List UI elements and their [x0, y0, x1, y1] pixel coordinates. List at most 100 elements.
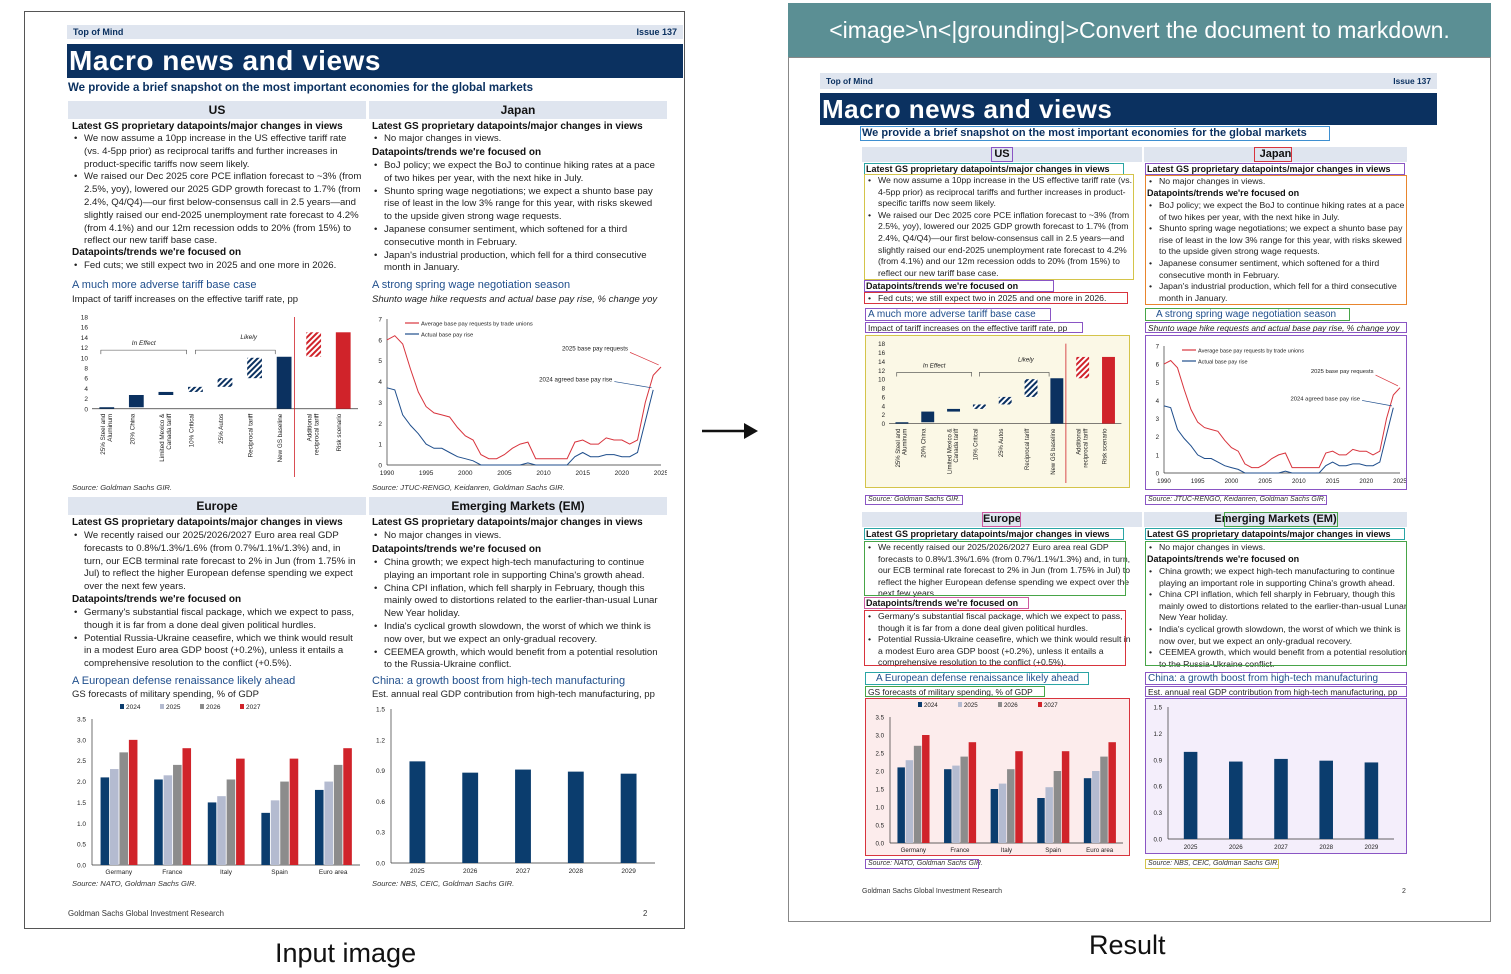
arrow-icon: [702, 423, 758, 439]
bar: [324, 781, 333, 865]
y-tick-label: 2: [882, 412, 886, 419]
bbox: [1145, 672, 1407, 685]
section-header-europe: Europe: [68, 497, 366, 515]
x-tick-label: 10% Critical: [188, 414, 195, 448]
y-tick-label: 16: [81, 325, 89, 332]
x-tick-label: Limited Mexico &: [948, 429, 954, 474]
europe-heading-1: Latest GS proprietary datapoints/major c…: [866, 529, 1110, 539]
issue-label: Issue 137: [636, 27, 677, 37]
chart4-source: Source: NBS, CEIC, Goldman Sachs GIR.: [1148, 860, 1280, 867]
list-item: Japanese consumer sentiment, which softe…: [372, 224, 662, 250]
chart1-subtitle: Impact of tariff increases on the effect…: [868, 323, 1068, 333]
result-page: Top of Mind Issue 137 Macro news and vie…: [788, 57, 1491, 922]
chart4-source: Source: NBS, CEIC, Goldman Sachs GIR.: [372, 879, 515, 888]
y-tick-label: 18: [81, 315, 89, 322]
bar: [314, 789, 324, 865]
list-item: Fed cuts; we still expect two in 2025 an…: [72, 260, 362, 273]
bar: [270, 800, 280, 865]
y-tick-label: 14: [878, 359, 885, 366]
annotation-leader: [1375, 374, 1399, 387]
bbox: [865, 859, 979, 869]
bar: [1319, 760, 1333, 839]
x-tick-label: 2026: [463, 868, 478, 875]
footer-text: Goldman Sachs Global Investment Research: [862, 888, 1003, 895]
chart4-plot: 0.0 0.3 0.6 0.9 1.2 1.5 2025 2026 2027 2028 2029: [1153, 705, 1394, 851]
y-tick-label: 0.6: [1153, 784, 1162, 791]
japan-list-1: No major changes in views.: [372, 133, 662, 146]
section-header-japan: Japan: [369, 101, 667, 119]
em-heading-2: Datapoints/trends we're focused on: [372, 544, 542, 555]
list-item: CEEMEA growth, which would benefit from …: [372, 647, 662, 673]
us-heading-2: Datapoints/trends we're focused on: [72, 247, 242, 258]
x-tick-label: Aluminum: [903, 429, 909, 456]
top-left-label: Top of Mind: [73, 27, 124, 37]
y-tick-label: 3: [1156, 416, 1160, 423]
chart2-subtitle: Shunto wage hike requests and actual bas…: [372, 294, 658, 305]
section-header-europe: Europe: [862, 512, 1142, 527]
bar: [905, 760, 914, 843]
europe-heading-1: Latest GS proprietary datapoints/major c…: [72, 517, 343, 528]
annotation-leader: [1361, 400, 1392, 407]
y-tick-label: 0.3: [1153, 810, 1162, 817]
x-tick-label: 2000: [1225, 478, 1239, 485]
bar: [1015, 751, 1023, 843]
x-tick-label: Aluminum: [107, 414, 114, 442]
x-tick-label: 1990: [1157, 478, 1171, 485]
legend-label: 2025: [964, 702, 978, 709]
list-item: No major changes in views.: [372, 530, 662, 543]
page-number: 2: [643, 909, 648, 918]
bar: [922, 735, 930, 843]
x-tick-label: 2025: [1393, 478, 1406, 485]
y-tick-label: 0: [1156, 471, 1160, 478]
bar: [333, 764, 343, 865]
x-tick-label: reciprocal tariff: [1083, 428, 1089, 467]
bar: [515, 769, 531, 863]
list-item: Germany's substantial fiscal package, wh…: [72, 607, 362, 633]
y-tick-label: 4: [882, 403, 886, 410]
list-item: Shunto spring wage negotiations; we expe…: [1147, 223, 1409, 258]
list-item: We now assume a 10pp increase in the US …: [866, 175, 1134, 210]
chart1-plot: 0 2 4 6 8 10 12 14 16 18 25% Steel and Aluminum 20% …: [81, 315, 358, 477]
y-tick-label: 4: [378, 379, 382, 386]
bar: [306, 332, 322, 357]
europe-list-1: We recently raised our 2025/2026/2027 Eu…: [866, 542, 1134, 600]
list-item: China growth; we expect high-tech manufa…: [1147, 566, 1409, 589]
bar: [236, 758, 245, 865]
legend-label: 2026: [1004, 702, 1018, 709]
y-tick-label: 3: [378, 400, 382, 407]
bar: [947, 408, 961, 412]
chart2-subtitle: Shunto wage hike requests and actual bas…: [1148, 323, 1400, 333]
bbox: [991, 147, 1013, 162]
bbox: [864, 610, 1126, 666]
caption-input: Input image: [275, 938, 417, 968]
x-tick-label: 2010: [1292, 478, 1306, 485]
y-tick-label: 0: [378, 463, 382, 470]
x-tick-label: 1995: [1191, 478, 1205, 485]
annotation-label: In Effect: [132, 340, 157, 347]
y-tick-label: 12: [878, 368, 885, 375]
bar: [913, 745, 922, 843]
x-tick-label: reciprocal tariff: [314, 414, 321, 455]
x-tick-label: Spain: [1045, 847, 1061, 854]
series-line: [1163, 405, 1394, 474]
list-item: No major changes in views.: [1147, 176, 1409, 188]
bar: [163, 775, 173, 865]
y-tick-label: 3.5: [77, 717, 86, 724]
x-tick-label: 1990: [380, 470, 395, 477]
list-item: India's cyclical growth slowdown, the wo…: [1147, 624, 1409, 647]
x-tick-label: 2015: [1326, 478, 1340, 485]
y-tick-label: 0.9: [376, 768, 385, 775]
annotation-label: 2024 agreed base pay rise: [539, 377, 613, 384]
x-tick-label: 25% Steel and: [896, 429, 902, 468]
y-tick-label: 0.0: [1153, 837, 1162, 844]
y-tick-label: 7: [378, 317, 382, 324]
legend-label: Average base pay requests by trade union…: [421, 322, 533, 328]
y-tick-label: 7: [1156, 344, 1160, 351]
legend-swatch: [160, 704, 164, 709]
chart2-plot: 0 1 2 3 4 5 6 7 1990 1995 2000 2005 2010 2015 2020 2025…: [378, 317, 667, 478]
japan-heading-2: Datapoints/trends we're focused on: [372, 147, 542, 158]
y-tick-label: 2.5: [875, 751, 884, 758]
bbox: [1145, 541, 1407, 666]
bar: [944, 769, 952, 843]
bar: [1092, 771, 1100, 843]
